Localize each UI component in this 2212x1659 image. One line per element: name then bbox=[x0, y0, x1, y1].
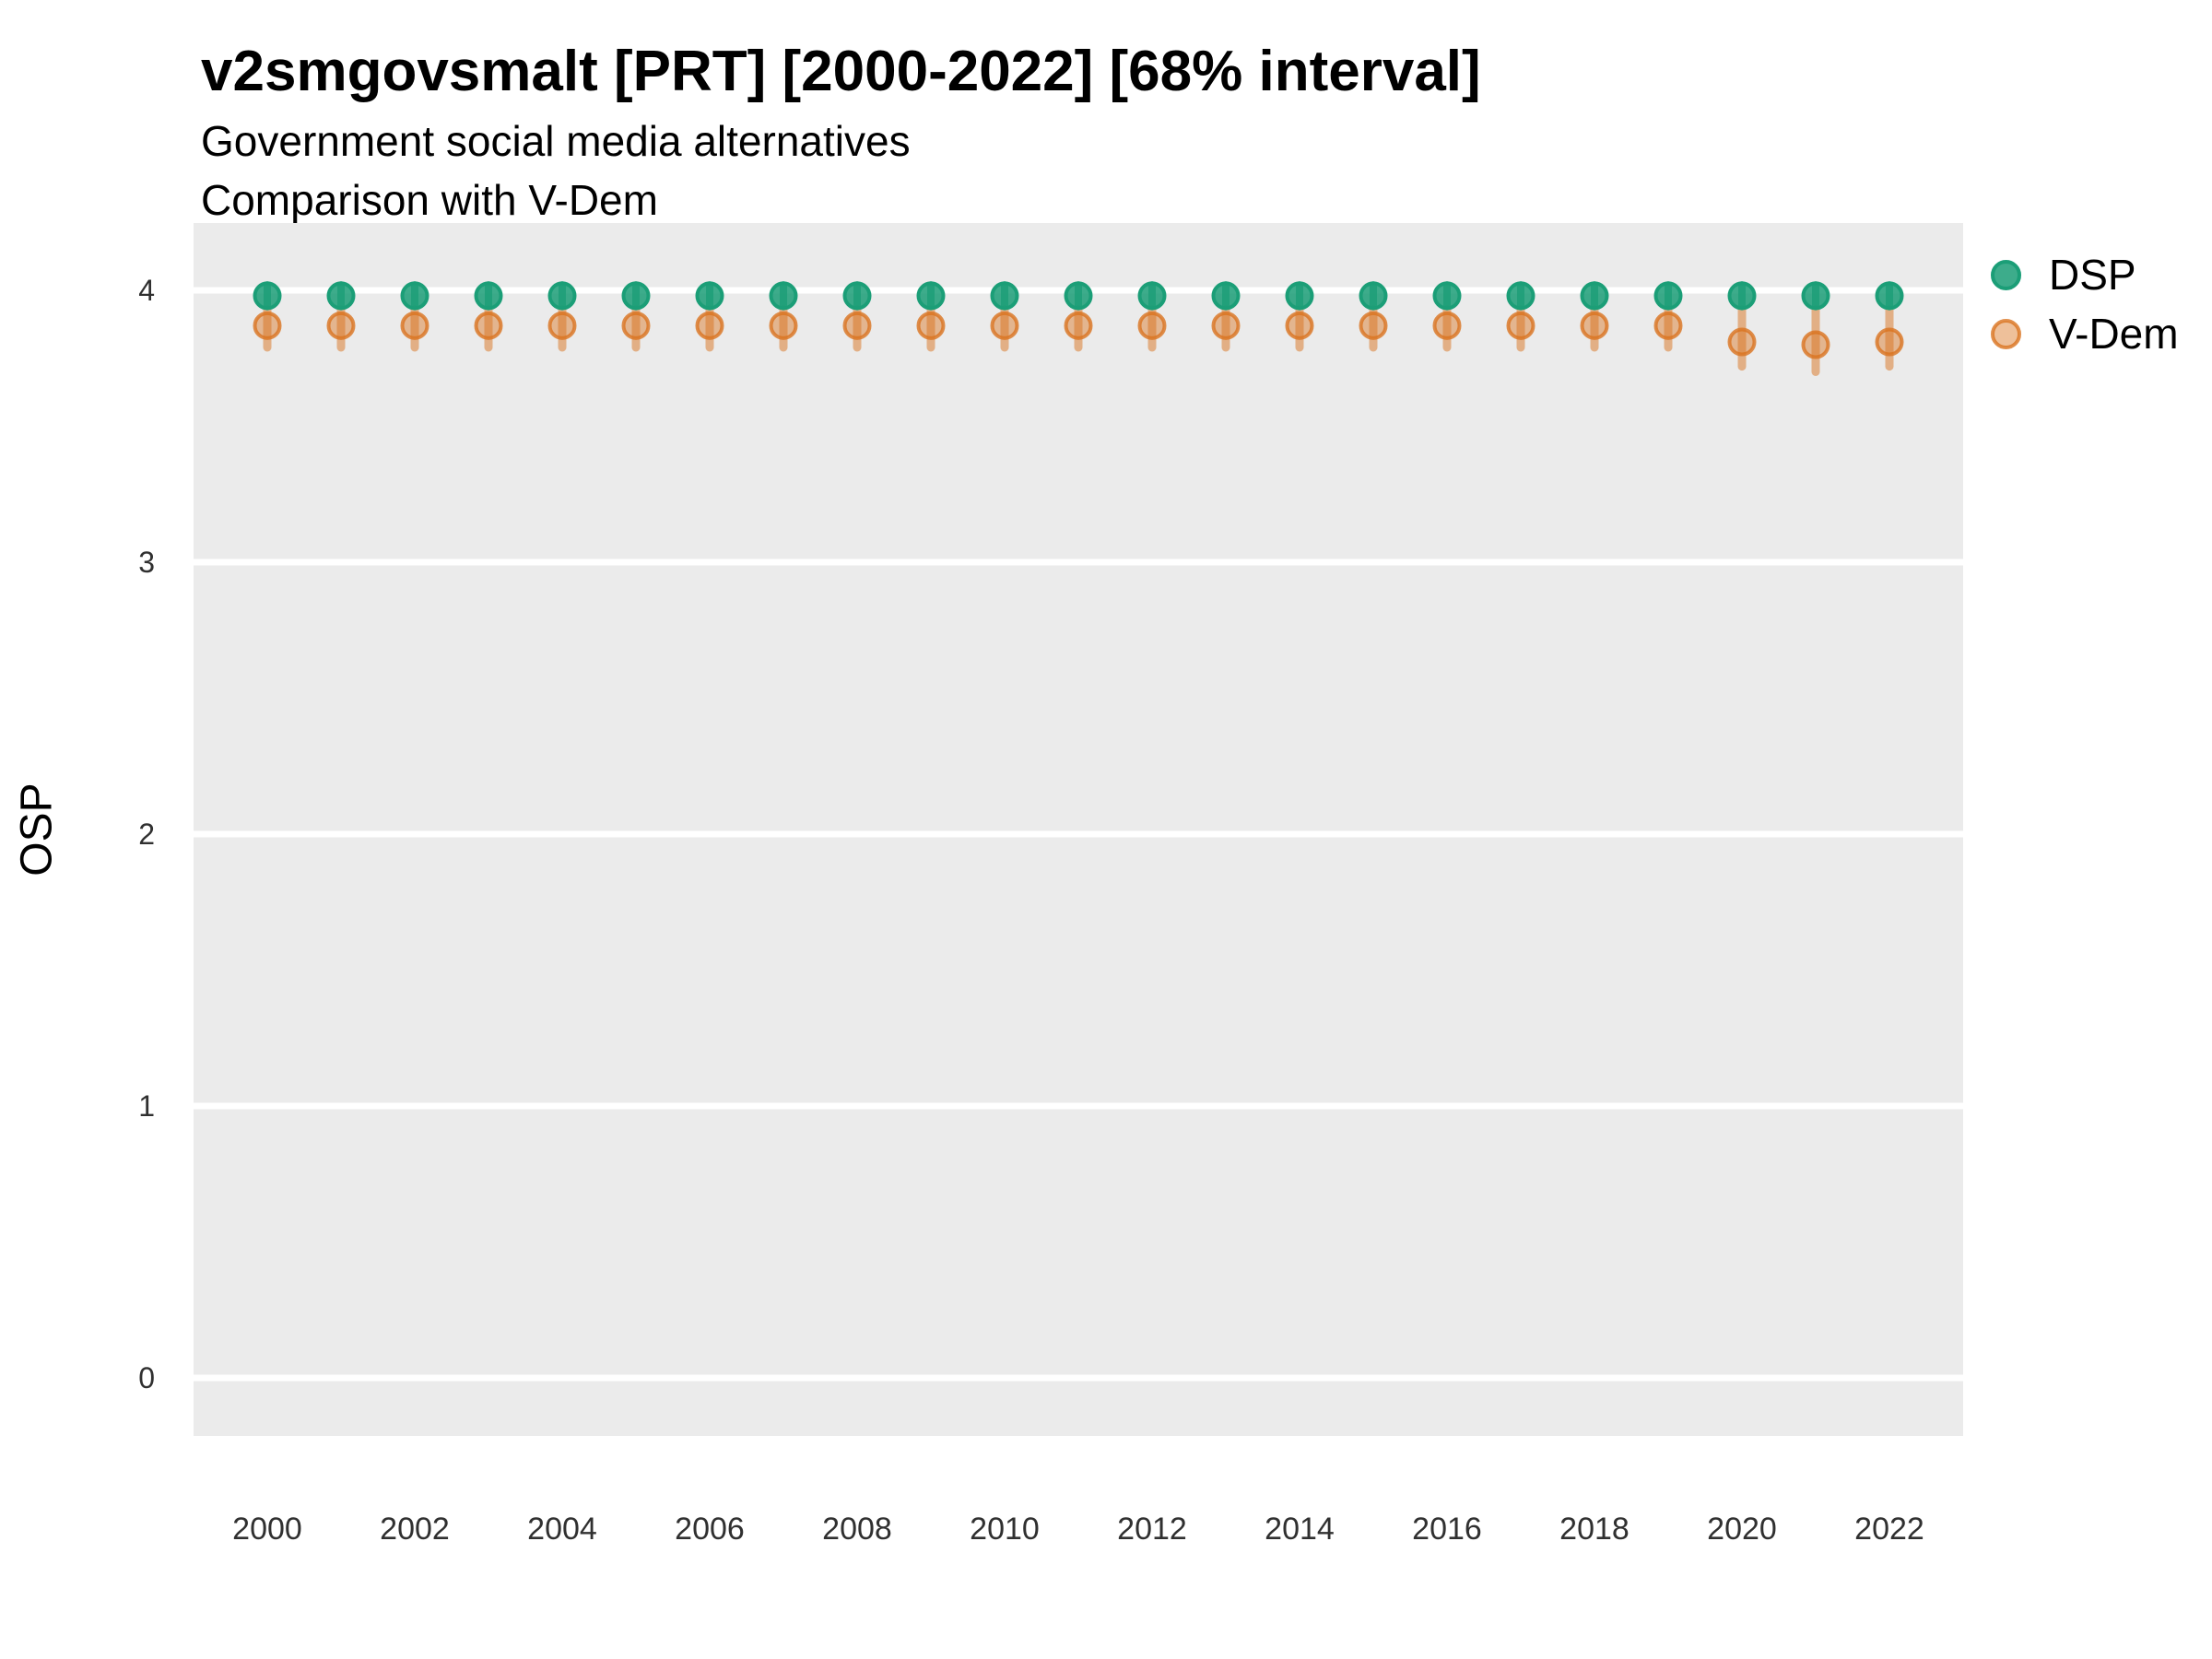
dsp-point-2018 bbox=[1580, 281, 1609, 311]
vdem-point-2015 bbox=[1359, 311, 1388, 340]
vdem-point-2006 bbox=[695, 311, 724, 340]
dsp-point-2016 bbox=[1432, 281, 1462, 311]
dsp-point-2010 bbox=[990, 281, 1019, 311]
legend-swatch-circle bbox=[1991, 259, 2021, 290]
vdem-point-2018 bbox=[1580, 311, 1609, 340]
x-tick-label-2020: 2020 bbox=[1707, 1512, 1777, 1547]
legend-item-vdem: V-Dem bbox=[1989, 310, 2179, 358]
y-tick-label-2: 2 bbox=[138, 818, 155, 851]
vdem-point-2012 bbox=[1137, 311, 1167, 340]
legend: DSP V-Dem bbox=[1989, 251, 2179, 369]
vdem-point-2013 bbox=[1211, 311, 1241, 340]
vdem-point-2019 bbox=[1653, 311, 1683, 340]
y-tick-label-0: 0 bbox=[138, 1361, 155, 1394]
y-tick-label-4: 4 bbox=[138, 274, 155, 307]
dsp-point-2011 bbox=[1064, 281, 1093, 311]
chart-title: v2smgovsmalt [PRT] [2000-2022] [68% inte… bbox=[201, 40, 1481, 103]
vdem-point-2005 bbox=[621, 311, 651, 340]
panel-background bbox=[194, 223, 1963, 1436]
vdem-point-2011 bbox=[1064, 311, 1093, 340]
y-tick-label-3: 3 bbox=[138, 546, 155, 579]
dsp-point-2005 bbox=[621, 281, 651, 311]
dsp-point-2017 bbox=[1506, 281, 1535, 311]
vdem-point-2000 bbox=[253, 311, 282, 340]
vdem-point-2008 bbox=[842, 311, 872, 340]
vdem-point-2020 bbox=[1727, 327, 1757, 357]
x-tick-label-2002: 2002 bbox=[380, 1512, 450, 1547]
dsp-point-2000 bbox=[253, 281, 282, 311]
x-tick-label-2022: 2022 bbox=[1854, 1512, 1924, 1547]
chart-subtitle-comparison: Comparison with V-Dem bbox=[201, 176, 658, 224]
dsp-point-2009 bbox=[916, 281, 946, 311]
dsp-point-2006 bbox=[695, 281, 724, 311]
vdem-point-icon bbox=[1991, 318, 2021, 349]
vdem-point-2021 bbox=[1801, 330, 1830, 359]
vdem-point-2009 bbox=[916, 311, 946, 340]
x-tick-label-2014: 2014 bbox=[1265, 1512, 1335, 1547]
vdem-point-2002 bbox=[400, 311, 429, 340]
dsp-point-2012 bbox=[1137, 281, 1167, 311]
x-tick-label-2010: 2010 bbox=[970, 1512, 1040, 1547]
plot-panel bbox=[194, 223, 1963, 1436]
dsp-point-2002 bbox=[400, 281, 429, 311]
vdem-point-2001 bbox=[326, 311, 356, 340]
dsp-point-2014 bbox=[1285, 281, 1314, 311]
legend-label-dsp: DSP bbox=[2049, 251, 2136, 299]
dsp-point-2015 bbox=[1359, 281, 1388, 311]
vdem-point-2003 bbox=[474, 311, 503, 340]
legend-item-dsp: DSP bbox=[1989, 251, 2179, 299]
dsp-point-2013 bbox=[1211, 281, 1241, 311]
vdem-point-2017 bbox=[1506, 311, 1535, 340]
dsp-point-2004 bbox=[547, 281, 577, 311]
dsp-point-2021 bbox=[1801, 281, 1830, 311]
dsp-point-2001 bbox=[326, 281, 356, 311]
x-tick-label-2006: 2006 bbox=[675, 1512, 745, 1547]
vdem-point-2007 bbox=[769, 311, 798, 340]
dsp-point-2008 bbox=[842, 281, 872, 311]
legend-swatch-circle bbox=[1991, 318, 2021, 349]
vdem-point-2016 bbox=[1432, 311, 1462, 340]
x-tick-label-2016: 2016 bbox=[1412, 1512, 1482, 1547]
x-tick-label-2012: 2012 bbox=[1117, 1512, 1187, 1547]
vdem-point-2004 bbox=[547, 311, 577, 340]
dsp-point-2007 bbox=[769, 281, 798, 311]
y-tick-label-1: 1 bbox=[138, 1089, 155, 1123]
x-tick-label-2004: 2004 bbox=[527, 1512, 597, 1547]
dsp-point-icon bbox=[1991, 259, 2021, 290]
dsp-point-2022 bbox=[1875, 281, 1904, 311]
vdem-point-2014 bbox=[1285, 311, 1314, 340]
chart-subtitle: Government social media alternatives bbox=[201, 117, 911, 165]
vdem-point-2010 bbox=[990, 311, 1019, 340]
dsp-point-2019 bbox=[1653, 281, 1683, 311]
x-tick-label-2018: 2018 bbox=[1559, 1512, 1630, 1547]
x-tick-label-2000: 2000 bbox=[232, 1512, 302, 1547]
dsp-point-2003 bbox=[474, 281, 503, 311]
dsp-point-2020 bbox=[1727, 281, 1757, 311]
legend-label-vdem: V-Dem bbox=[2049, 310, 2179, 358]
x-tick-label-2008: 2008 bbox=[822, 1512, 892, 1547]
vdem-point-2022 bbox=[1875, 327, 1904, 357]
